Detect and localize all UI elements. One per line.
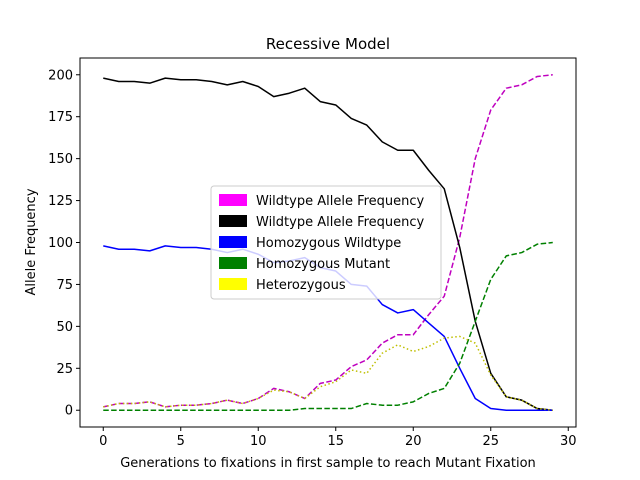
y-tick-label: 125 (48, 194, 73, 209)
y-tick-label: 100 (48, 236, 73, 251)
legend-box (210, 185, 442, 300)
axes-layer: 0 5 10 15 20 25 30 0 25 50 75 100 125 150 175 200 (48, 57, 577, 449)
x-axis-title: Generations to fixations in first sample… (120, 456, 536, 471)
legend-swatch (219, 215, 247, 227)
legend-swatch (219, 194, 247, 206)
series-line-2 (103, 77, 553, 411)
x-tick-label: 0 (99, 434, 107, 449)
x-tick-label: 20 (405, 434, 422, 449)
y-axis-title: Allele Frequency (24, 188, 39, 295)
series-line-5 (103, 335, 553, 411)
legend-label: Wildtype Allele Frequency (256, 194, 425, 209)
y-tick-label: 200 (48, 68, 73, 83)
x-tick-label: 30 (560, 434, 577, 449)
legend: Wildtype Allele Frequency Wildtype Allele… (210, 185, 442, 300)
y-tick-label: 175 (48, 110, 73, 125)
legend-label: Homozygous Mutant (256, 257, 390, 272)
x-tick-label: 15 (327, 434, 344, 449)
chart-title: Recessive Model (266, 35, 390, 53)
legend-label: Heterozygous (256, 278, 346, 293)
y-tick-label: 25 (56, 362, 73, 377)
x-tick-label: 5 (177, 434, 185, 449)
x-tick-label: 10 (250, 434, 267, 449)
x-tick-label: 25 (482, 434, 499, 449)
legend-swatch (219, 236, 247, 248)
y-tick-label: 50 (56, 320, 73, 335)
y-tick-label: 150 (48, 152, 73, 167)
legend-label: Homozygous Wildtype (256, 236, 401, 251)
y-tick-label: 75 (56, 278, 73, 293)
legend-label: Wildtype Allele Frequency (256, 215, 425, 230)
legend-swatch (219, 257, 247, 269)
y-tick-label: 0 (65, 404, 73, 419)
series-line-4 (103, 241, 553, 411)
legend-swatch (219, 278, 247, 290)
